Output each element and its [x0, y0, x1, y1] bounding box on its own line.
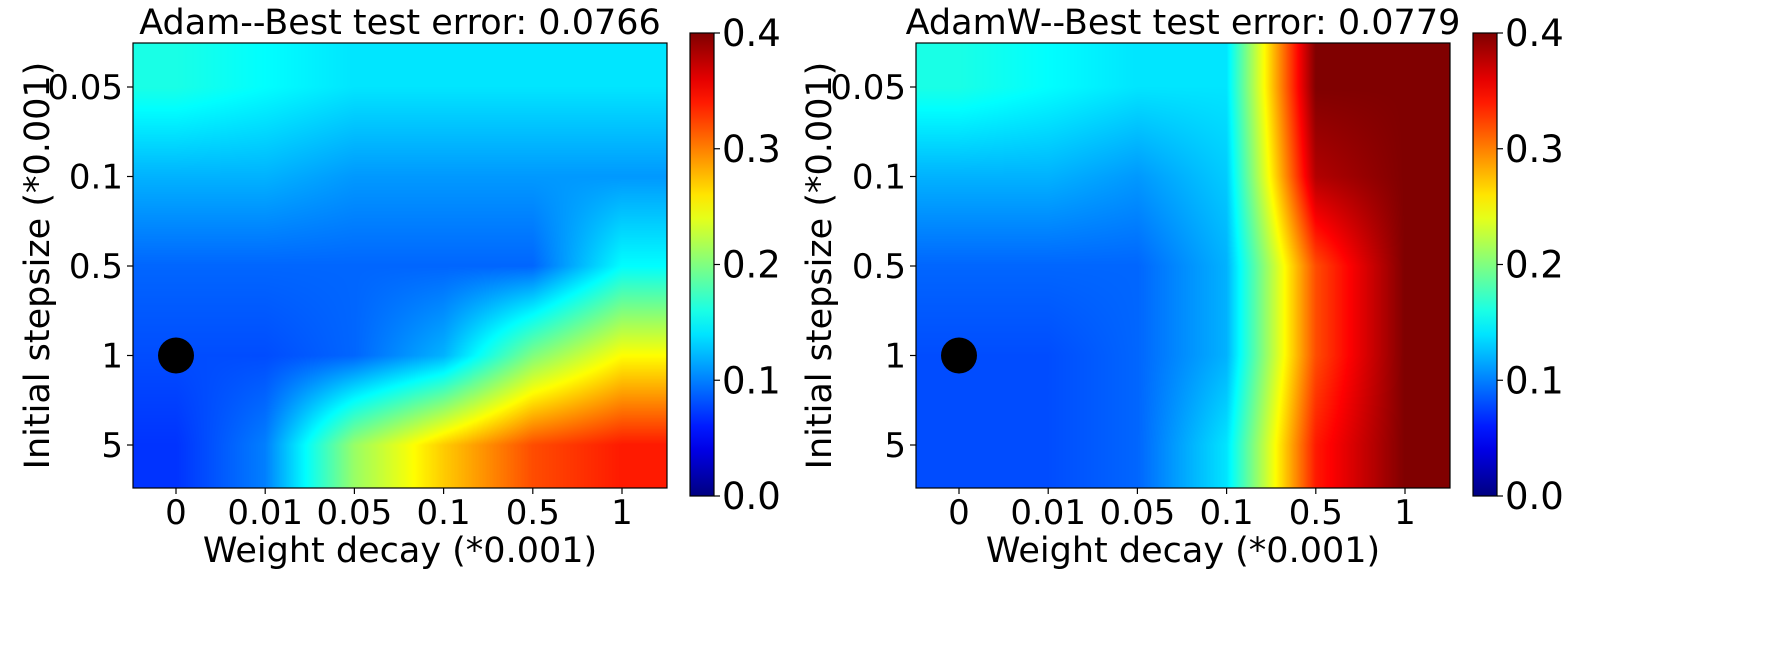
y-tick-label: 0.1: [852, 158, 906, 198]
x-tick-label: 0.5: [506, 493, 560, 533]
heatmap-panel-1: 0 0.01 0.05 0.1 0.5 1 0.05 0.1 0.5 1 5 Adam--Best t…: [18, 3, 781, 571]
heatmap-panel-2: 0 0.01 0.05 0.1 0.5 1 0.05 0.1 0.5 1 5 AdamW--Best …: [800, 3, 1564, 571]
chart-title: Adam--Best test error: 0.0766: [139, 3, 661, 43]
x-tick-label: 0.01: [227, 493, 303, 533]
x-tick-label: 0.1: [417, 493, 471, 533]
chart-title: AdamW--Best test error: 0.0779: [906, 3, 1461, 43]
y-tick-label: 0.5: [69, 247, 123, 287]
colorbar-tick-label: 0.0: [722, 475, 781, 518]
x-tick-label: 0.1: [1200, 493, 1254, 533]
colorbar-tick-label: 0.0: [1505, 475, 1564, 518]
x-axis-label: Weight decay (*0.001): [203, 531, 597, 571]
colorbar-tick-label: 0.4: [1505, 12, 1564, 55]
colorbar-tick-label: 0.1: [722, 359, 781, 402]
colorbar-tick-label: 0.4: [722, 12, 781, 55]
y-tick-label: 0.5: [852, 247, 906, 287]
y-tick-label: 0.05: [47, 68, 123, 108]
y-axis-label: Initial stepsize (*0.001): [800, 62, 840, 470]
x-axis-label: Weight decay (*0.001): [986, 531, 1380, 571]
x-tick-label: 0.05: [1100, 493, 1176, 533]
colorbar-tick-label: 0.3: [1505, 128, 1564, 171]
y-tick-label: 0.05: [830, 68, 906, 108]
best-point-marker: [941, 337, 977, 374]
x-tick-label: 0: [165, 493, 187, 533]
y-axis-label: Initial stepsize (*0.001): [18, 62, 58, 470]
x-tick-label: 1: [611, 493, 633, 533]
colorbar-gradient: [689, 32, 715, 497]
y-tick-label: 0.1: [69, 158, 123, 198]
colorbar: 0.0 0.1 0.2 0.3 0.4: [689, 12, 781, 518]
y-tick-label: 1: [884, 337, 906, 377]
x-tick-label: 0.05: [317, 493, 393, 533]
x-tick-label: 0: [948, 493, 970, 533]
colorbar-tick-label: 0.2: [1505, 244, 1564, 287]
colorbar: 0.0 0.1 0.2 0.3 0.4: [1472, 12, 1564, 518]
heatmap-image: [133, 43, 667, 488]
best-point-marker: [158, 337, 194, 374]
heatmap-image: [916, 43, 1450, 488]
x-tick-label: 0.01: [1010, 493, 1086, 533]
x-tick-label: 1: [1394, 493, 1416, 533]
y-tick-label: 1: [101, 337, 123, 377]
y-tick-label: 5: [884, 426, 906, 466]
colorbar-tick-label: 0.3: [722, 128, 781, 171]
colorbar-gradient: [1472, 32, 1498, 497]
y-tick-label: 5: [101, 426, 123, 466]
x-tick-label: 0.5: [1289, 493, 1343, 533]
colorbar-tick-label: 0.1: [1505, 359, 1564, 402]
colorbar-tick-label: 0.2: [722, 244, 781, 287]
